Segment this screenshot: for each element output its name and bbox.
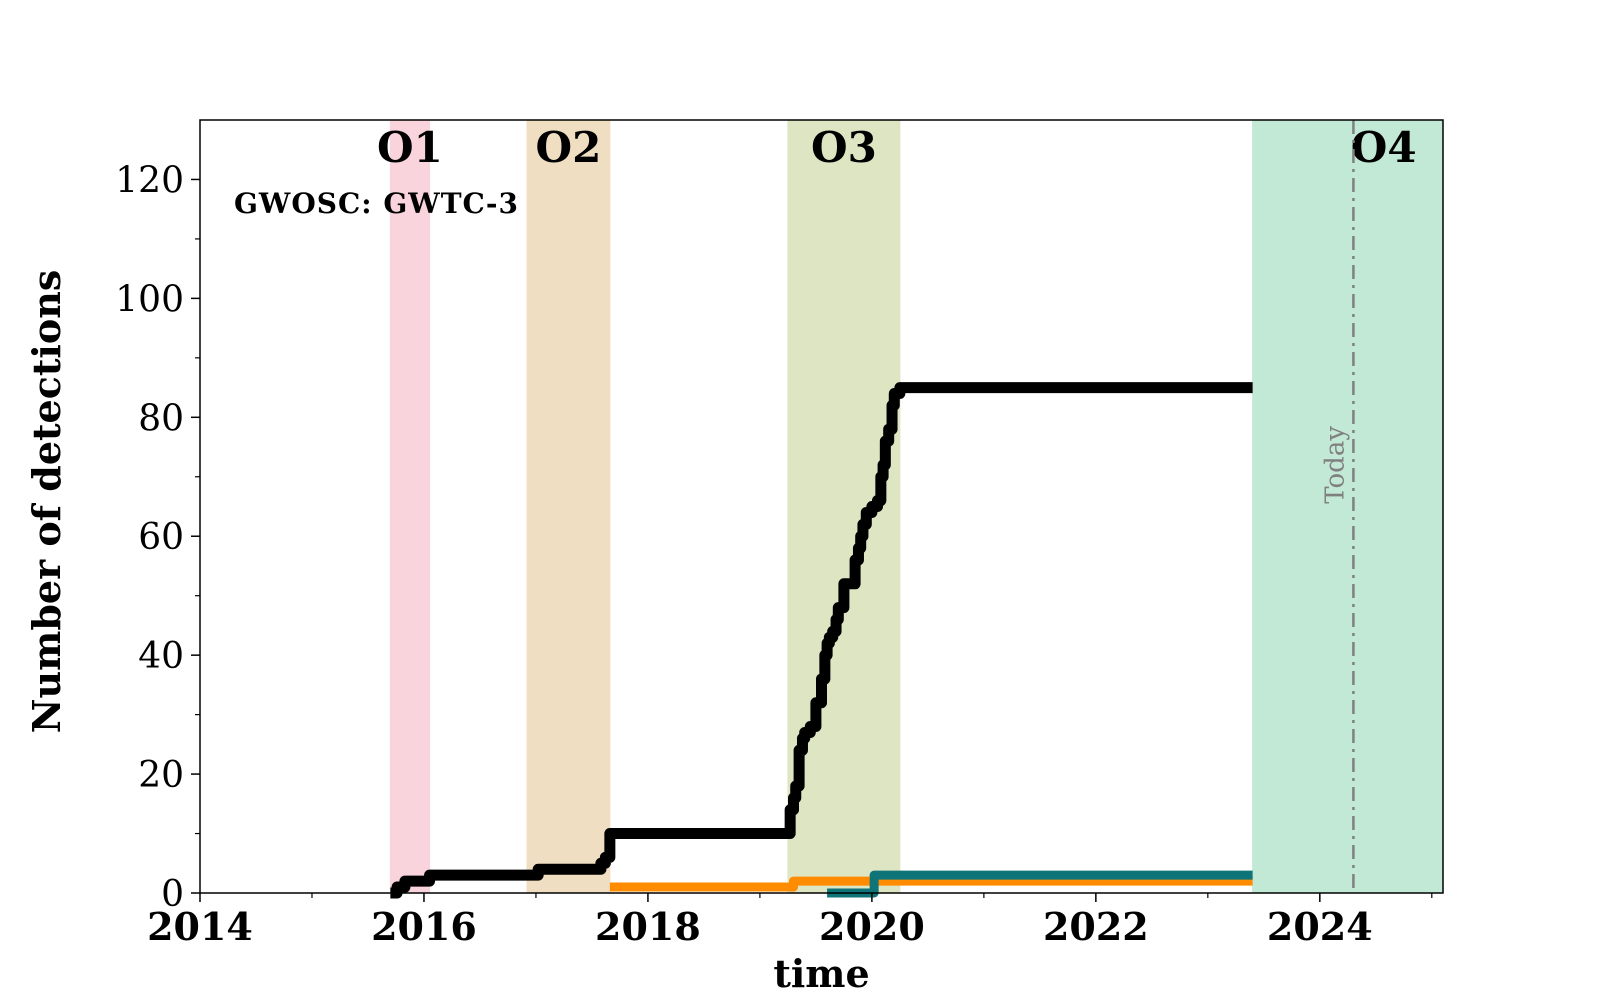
y-tick-label: 100 [115,279,184,320]
x-tick-label: 2014 [147,904,253,949]
catalog-annotation: GWOSC: GWTC-3 [234,187,519,220]
x-tick-label: 2018 [595,904,701,949]
today-label: Today [1320,426,1350,504]
run-label-o4: O4 [1351,123,1417,172]
y-tick-label: 120 [115,160,184,201]
y-tick-label: 80 [138,398,184,439]
x-tick-label: 2022 [1043,904,1149,949]
today-marker: Today [1320,120,1355,893]
observing-run-labels: O1 O2 O3 O4 [377,123,1416,172]
run-band-o2 [526,119,611,894]
x-tick-label: 2024 [1267,904,1373,949]
series-line-1 [390,382,1253,899]
plot-frame [199,119,1444,894]
run-band-o1 [389,119,431,894]
series-line-2 [609,876,1253,892]
y-tick-label: 0 [161,874,184,915]
y-tick-label: 60 [138,517,184,558]
y-axis-label: Number of detections [24,270,69,733]
y-tick-label: 20 [138,755,184,796]
x-tick-label: 2016 [371,904,477,949]
run-label-o3: O3 [811,123,877,172]
y-axis: 0 20 40 60 80 100 120 [115,160,200,915]
x-axis: 2014 2016 2018 2020 2022 2024 [147,893,1433,949]
x-tick-label: 2020 [819,904,925,949]
run-band-o4 [1252,119,1444,894]
run-label-o2: O2 [536,123,602,172]
run-band-o3 [787,119,901,894]
y-tick-label: 40 [138,636,184,677]
x-axis-label: time [773,951,869,996]
observing-run-bands [389,119,1444,894]
run-label-o1: O1 [377,123,443,172]
